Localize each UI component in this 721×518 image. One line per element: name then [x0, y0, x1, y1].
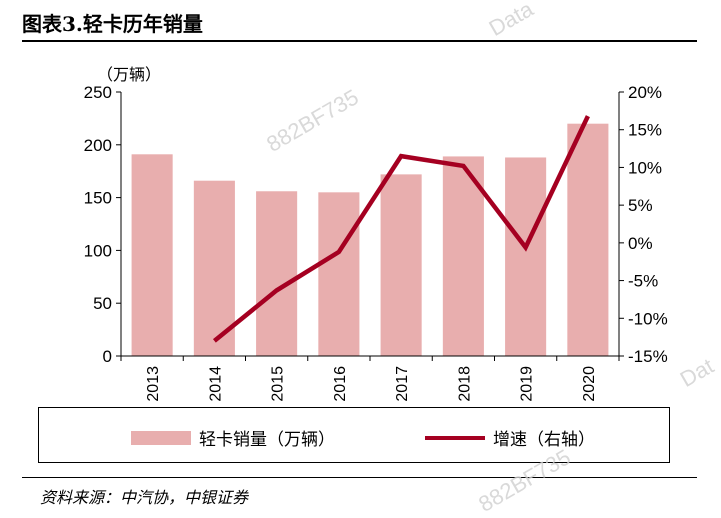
- bar-2017: [380, 174, 422, 356]
- title-rule: [22, 40, 697, 42]
- y-left-unit-label: （万辆）: [97, 65, 161, 84]
- y-right-tick-label: 20%: [628, 83, 662, 102]
- y-right-tick-label: -10%: [628, 309, 668, 328]
- y-left-tick-label: 200: [84, 136, 112, 155]
- legend-label-bars: 轻卡销量（万辆）: [199, 430, 335, 450]
- bar-2018: [442, 156, 484, 356]
- legend-line-swatch: [425, 435, 485, 440]
- bar-2016: [318, 192, 360, 356]
- legend-label-line: 增速（右轴）: [493, 430, 595, 450]
- chart-title: 图表3.轻卡历年销量: [22, 12, 203, 36]
- y-right-tick-label: 0%: [628, 234, 653, 253]
- x-tick-label-2020: 2020: [581, 366, 598, 402]
- x-tick-label-2016: 2016: [332, 366, 349, 402]
- y-right-tick-label: -5%: [628, 272, 658, 291]
- x-tick-label-2014: 2014: [207, 366, 224, 402]
- source-rule: [22, 477, 697, 478]
- source-note: 资料来源：中汽协，中银证券: [40, 488, 249, 507]
- y-left-tick-label: 150: [84, 189, 112, 208]
- bar-2013: [131, 154, 173, 356]
- y-right-tick-label: 10%: [628, 158, 662, 177]
- x-tick-label-2013: 2013: [145, 366, 162, 402]
- legend-item-line: 增速（右轴）: [425, 425, 595, 450]
- legend-item-bars: 轻卡销量（万辆）: [131, 425, 335, 450]
- y-left-tick-label: 50: [93, 294, 112, 313]
- growth-line: [212, 115, 590, 343]
- y-right-tick-label: -15%: [628, 347, 668, 366]
- y-left-tick-label: 0: [103, 347, 112, 366]
- y-right-tick-label: 15%: [628, 121, 662, 140]
- legend-bar-swatch: [131, 430, 191, 445]
- x-tick-label-2017: 2017: [394, 366, 411, 402]
- y-left-tick-label: 100: [84, 241, 112, 260]
- bar-2019: [505, 157, 547, 356]
- y-right-tick-label: 5%: [628, 196, 653, 215]
- bar-2015: [256, 191, 298, 356]
- bar-2014: [193, 180, 235, 356]
- bar-2020: [567, 123, 609, 357]
- x-tick-label-2015: 2015: [270, 366, 287, 402]
- y-left-tick-label: 250: [84, 83, 112, 102]
- x-tick-label-2019: 2019: [519, 366, 536, 402]
- x-tick-label-2018: 2018: [456, 366, 473, 402]
- legend: 轻卡销量（万辆） 增速（右轴）: [38, 407, 670, 463]
